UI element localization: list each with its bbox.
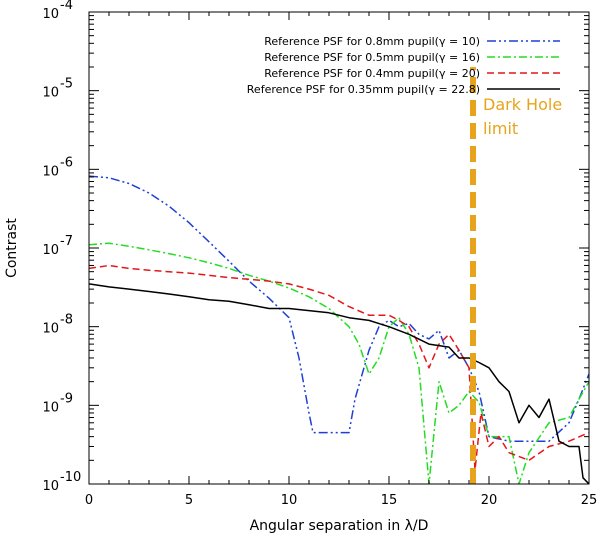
legend-label-1: Reference PSF for 0.8mm pupil(γ = 10) [264, 35, 480, 48]
legend-label-3: Reference PSF for 0.4mm pupil(γ = 20) [264, 67, 480, 80]
legend-label-4: Reference PSF for 0.35mm pupil(γ = 22.8) [247, 83, 480, 96]
x-tick-label: 25 [581, 493, 598, 508]
y-tick-label-base: 10 [42, 243, 59, 258]
x-tick-label: 10 [281, 493, 298, 508]
x-tick-label: 5 [185, 493, 193, 508]
y-tick-label-exponent: -7 [60, 234, 73, 249]
x-axis-label: Angular separation in λ/D [250, 518, 429, 534]
y-tick-label-base: 10 [42, 7, 59, 22]
y-tick-label: 10-7 [42, 234, 73, 258]
y-tick-label: 10-5 [42, 77, 73, 101]
y-tick-label: 10-4 [42, 0, 73, 22]
y-tick-label: 10-8 [42, 313, 73, 337]
y-tick-label-base: 10 [42, 479, 59, 494]
y-tick-label-base: 10 [42, 86, 59, 101]
series-line-2 [89, 242, 589, 484]
y-tick-label-exponent: -4 [60, 0, 73, 13]
y-tick-label: 10-9 [42, 391, 73, 415]
y-tick-label-exponent: -10 [60, 470, 81, 485]
y-tick-label: 10-6 [42, 155, 73, 179]
x-tick-label: 15 [381, 493, 398, 508]
x-tick-label: 0 [85, 493, 93, 508]
y-tick-label-base: 10 [42, 322, 59, 337]
y-tick-label: 10-10 [42, 470, 81, 494]
y-tick-label-base: 10 [42, 164, 59, 179]
y-tick-label-base: 10 [42, 400, 59, 415]
y-tick-label-exponent: -5 [60, 77, 73, 92]
y-tick-label-exponent: -8 [60, 313, 73, 328]
y-tick-label-exponent: -9 [60, 391, 73, 406]
dark-hole-limit-label: Dark Hole [483, 95, 562, 114]
x-tick-label: 20 [481, 493, 498, 508]
series-line-1 [89, 175, 589, 442]
y-axis-label: Contrast [4, 218, 20, 278]
y-tick-label-exponent: -6 [60, 155, 73, 170]
series-line-4 [89, 283, 589, 484]
series-line-3 [89, 264, 589, 471]
legend: Reference PSF for 0.8mm pupil(γ = 10) Ref… [247, 35, 560, 96]
dark-hole-limit-label: limit [483, 119, 518, 138]
legend-label-2: Reference PSF for 0.5mm pupil(γ = 16) [264, 51, 480, 64]
